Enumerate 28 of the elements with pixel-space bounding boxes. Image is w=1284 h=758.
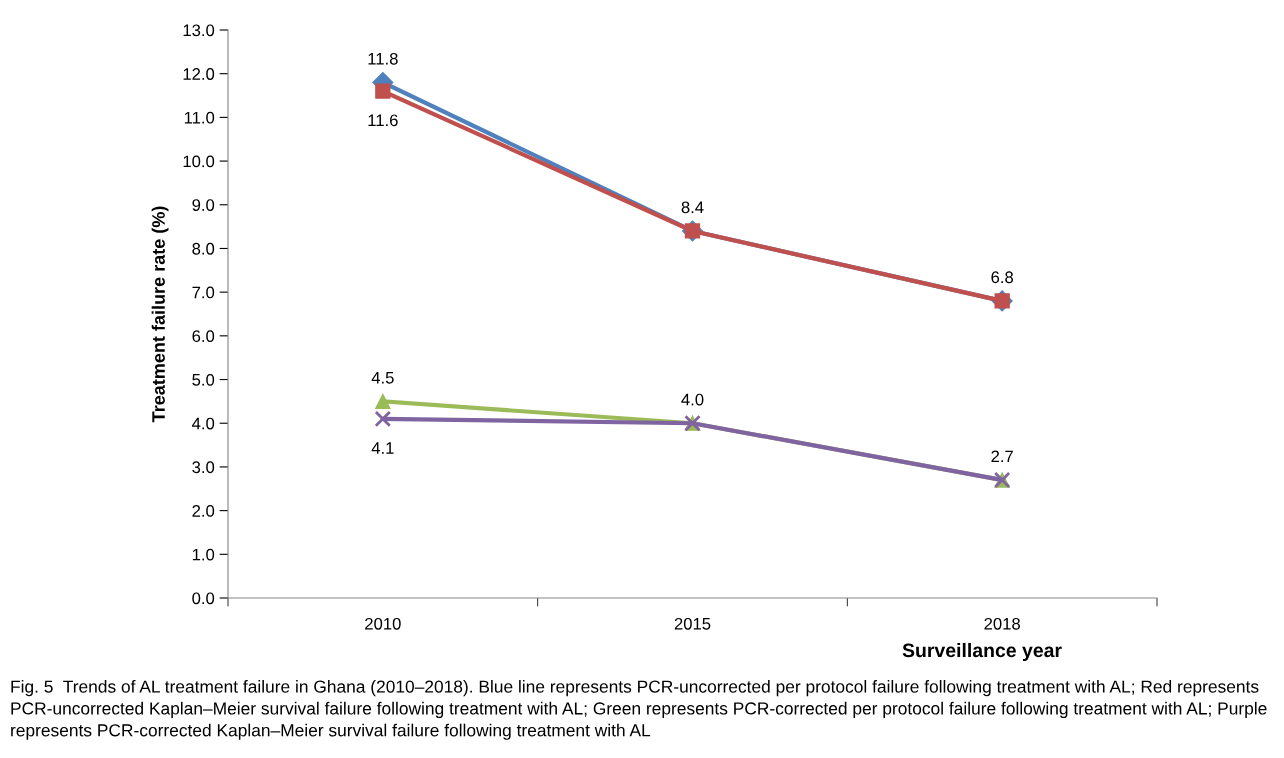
data-label: 2.7 xyxy=(991,450,1013,463)
y-tick-label: 11.0 xyxy=(184,111,215,124)
y-tick-label: 10.0 xyxy=(183,155,215,168)
x-tick-label: 2015 xyxy=(674,617,711,630)
x-tick-label: 2018 xyxy=(984,617,1020,630)
y-tick-label: 5.0 xyxy=(192,373,215,386)
data-label: 6.8 xyxy=(991,271,1014,284)
y-tick-label: 3.0 xyxy=(192,461,215,474)
data-label: 11.6 xyxy=(368,114,398,127)
y-tick-label: 6.0 xyxy=(192,330,215,343)
data-label: 8.4 xyxy=(681,201,704,214)
y-tick-label: 8.0 xyxy=(192,242,215,255)
y-tick-label: 2.0 xyxy=(192,505,215,517)
caption: Fig. 5 Trends of AL treatment failure in Ghana (2010–2018). Blue line represents PCR-uncorrected per protocol failure following treatment with AL; Red represents PCR-uncorrected Kaplan–Meier survival failure following treatment with AL; Green represents PCR-corrected per protocol failure following treatment with AL; Purple represents PCR-corrected Kaplan–Meier survival failure following treatment with AL xyxy=(11,680,1267,740)
y-axis-title: Treatment failure rate (%) xyxy=(151,206,169,423)
y-tick-label: 9.0 xyxy=(192,199,215,211)
y-tick-label: 7.0 xyxy=(192,286,215,299)
y-tick-label: 13.0 xyxy=(183,24,215,37)
x-axis-title: Surveillance year xyxy=(902,642,1062,662)
y-tick-label: 0.0 xyxy=(192,592,215,605)
y-tick-label: 4.0 xyxy=(192,417,215,430)
data-label: 4.5 xyxy=(371,372,394,384)
data-label: 11.8 xyxy=(368,52,398,65)
data-label: 4.1 xyxy=(371,442,394,454)
y-tick-label: 1.0 xyxy=(192,548,215,561)
data-label: 4.0 xyxy=(681,393,704,406)
y-tick-label: 12.0 xyxy=(183,68,215,80)
x-tick-label: 2010 xyxy=(365,617,401,630)
